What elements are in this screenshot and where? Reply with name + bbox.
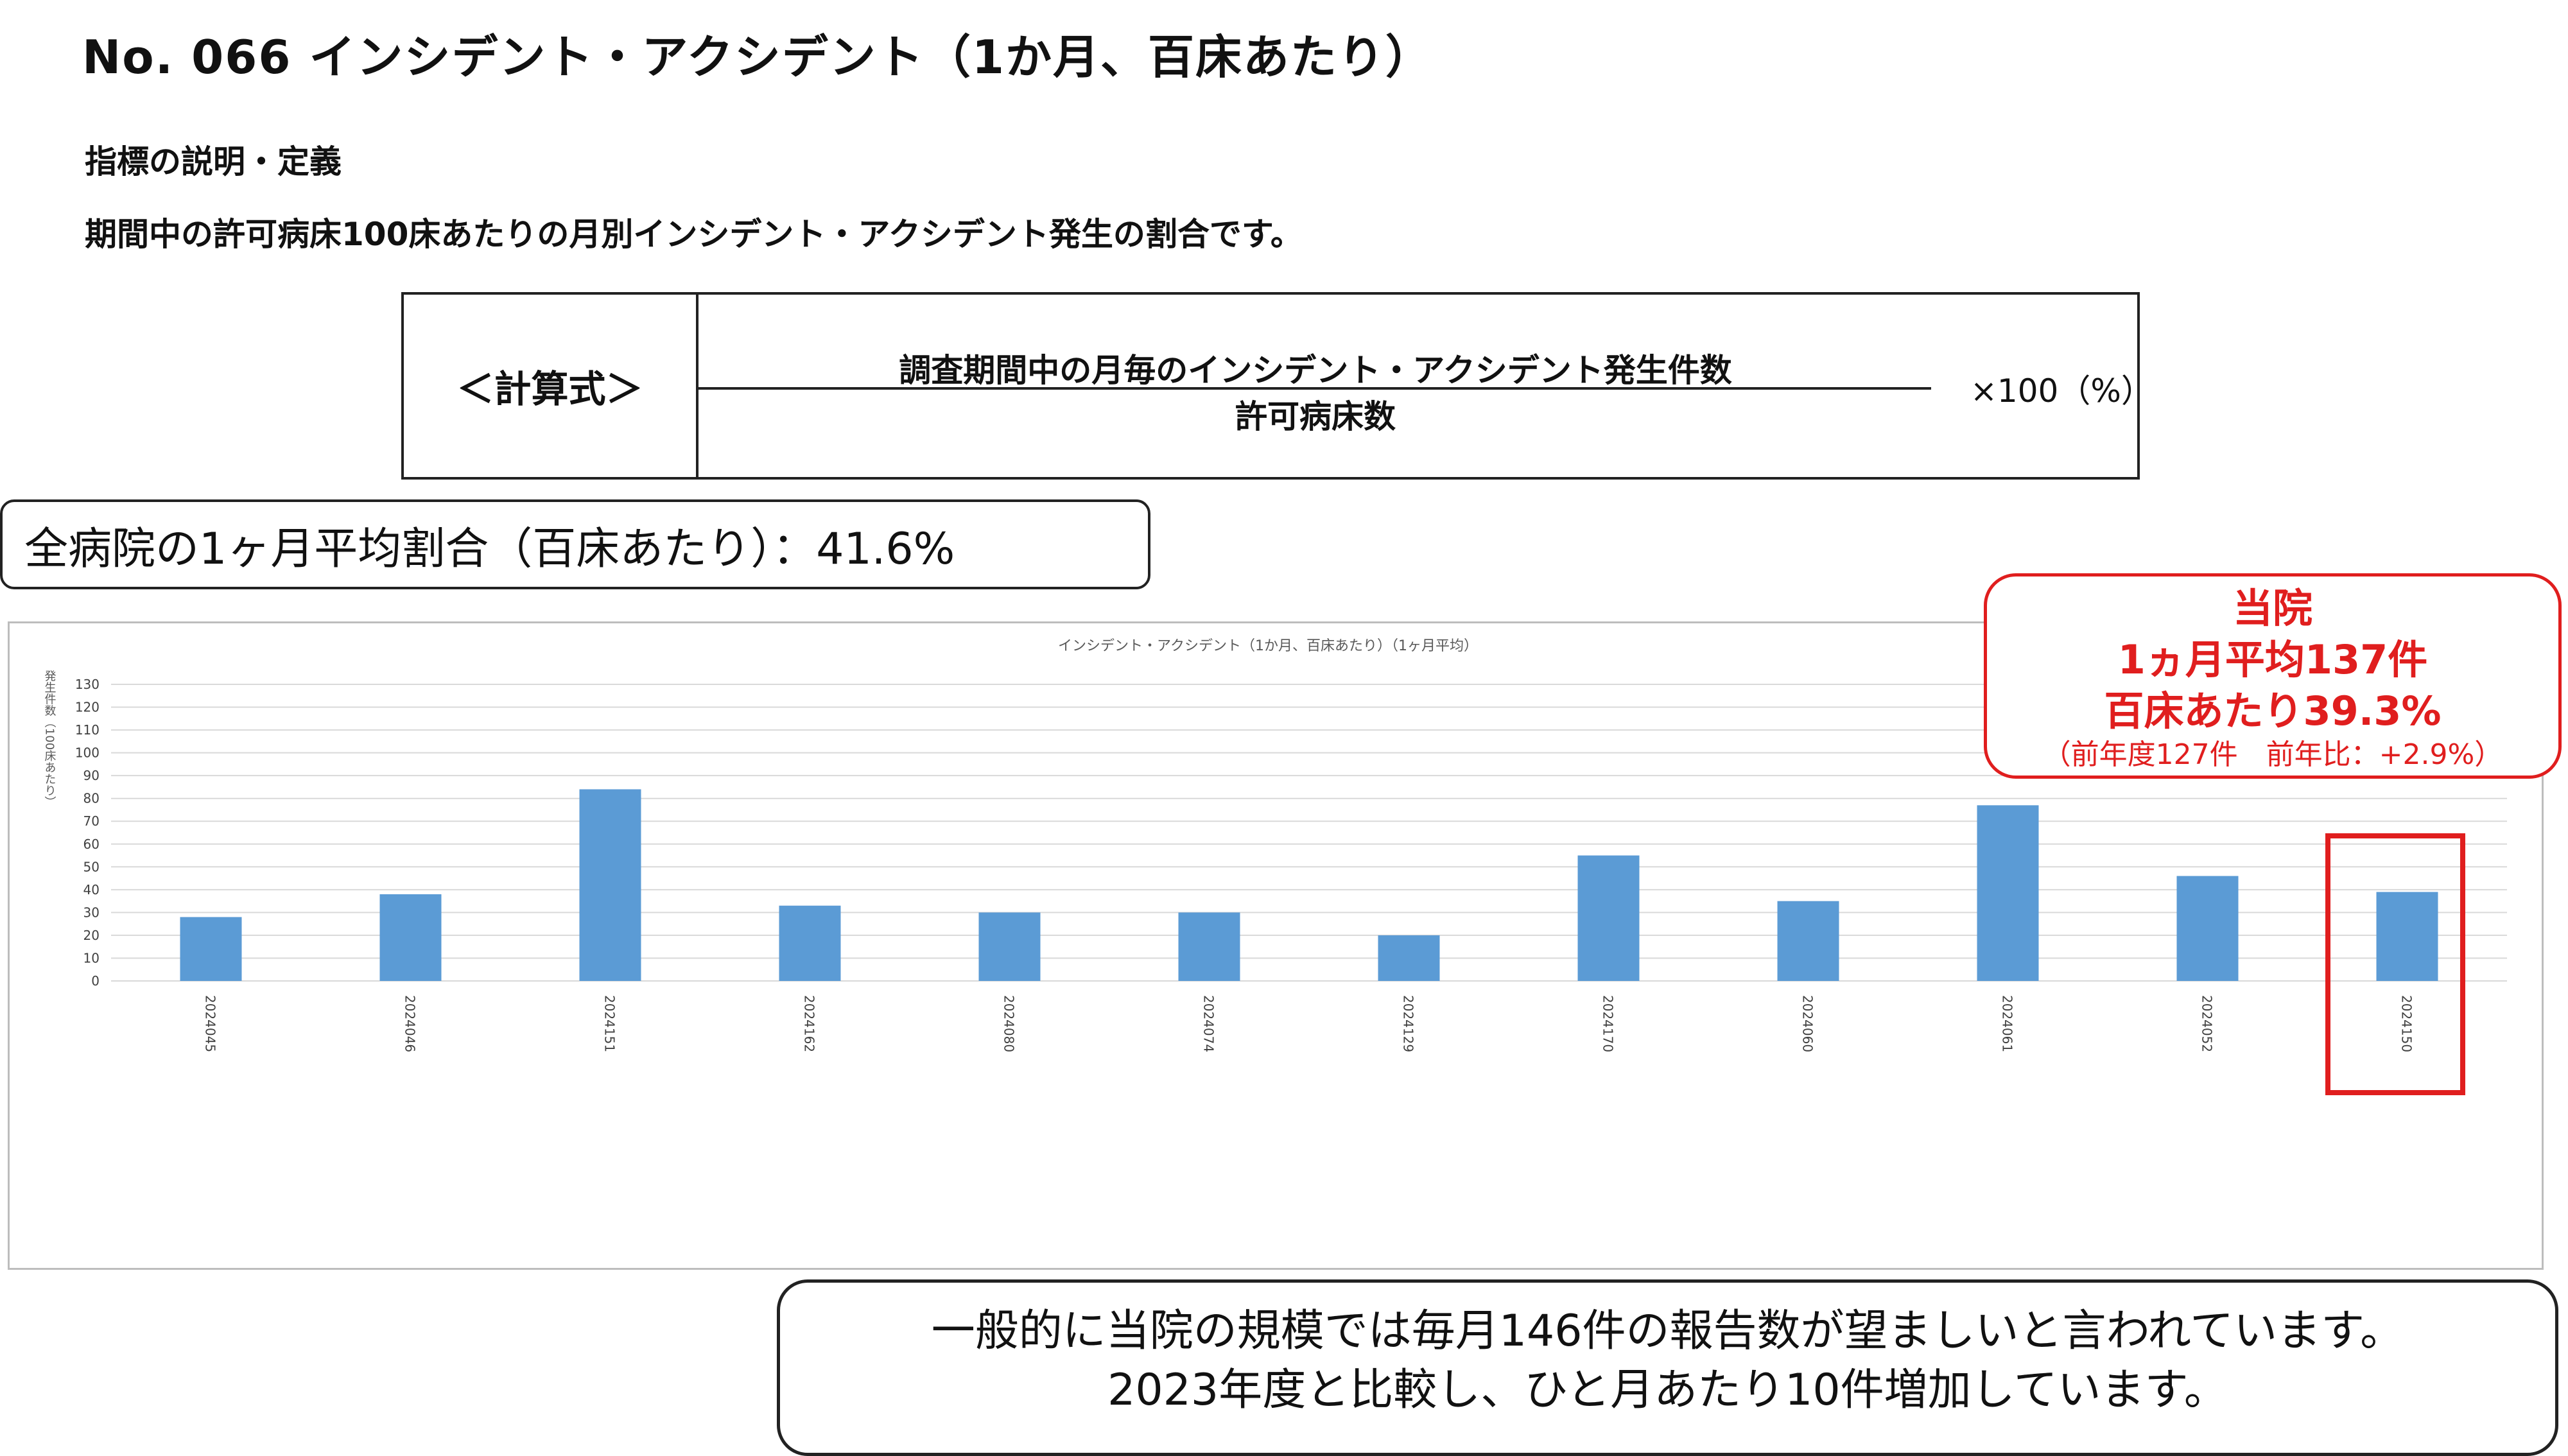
x-tick-label: 2024052	[2199, 995, 2215, 1052]
x-tick-label: 2024150	[2399, 995, 2415, 1052]
y-tick-label: 80	[83, 791, 100, 806]
definition-text: 期間中の許可病床100床あたりの月別インシデント・アクシデント発生の割合です。	[85, 216, 1303, 253]
callout-previous-year: （前年度127件 前年比：+2.9%）	[2042, 738, 2503, 771]
x-tick-label: 2024129	[1401, 995, 1416, 1052]
chart-frame: インシデント・アクシデント（1か月、百床あたり）（1ヶ月平均） 発生件数（100…	[8, 621, 2544, 1270]
bar-2024150	[2376, 892, 2438, 981]
callout-per-100-beds: 百床あたり39.3%	[2104, 688, 2442, 734]
bar-2024080	[978, 912, 1041, 981]
y-tick-label: 120	[75, 700, 100, 715]
bar-2024162	[779, 905, 841, 981]
bar-2024046	[379, 894, 442, 981]
x-tick-label: 2024061	[2000, 995, 2015, 1052]
x-tick-label: 2024162	[802, 995, 817, 1052]
note-line-2: 2023年度と比較し、ひと月あたり10件増加しています。	[1107, 1365, 2228, 1416]
y-tick-label: 10	[83, 950, 100, 966]
bar-2024129	[1378, 935, 1440, 981]
x-tick-label: 2024170	[1601, 995, 1616, 1052]
formula-multiplier: ×100（%）	[1970, 372, 2153, 410]
definition-heading: 指標の説明・定義	[85, 143, 342, 180]
bar-2024045	[180, 917, 242, 981]
y-tick-label: 0	[91, 973, 100, 989]
note-line-1: 一般的に当院の規模では毎月146件の報告数が望ましいと言われています。	[931, 1306, 2404, 1356]
bar-chart: インシデント・アクシデント（1か月、百床あたり）（1ヶ月平均） 発生件数（100…	[43, 638, 2507, 1052]
fraction-line	[698, 387, 1931, 390]
hospital-callout: 当院 1ヵ月平均137件 百床あたり39.3% （前年度127件 前年比：+2.…	[1984, 573, 2562, 779]
chart-y-axis-label: 発生件数（100床あたり）	[43, 670, 56, 808]
bar-2024052	[2176, 876, 2239, 981]
chart-title: インシデント・アクシデント（1か月、百床あたり）（1ヶ月平均）	[1058, 638, 1478, 654]
formula-box: ＜計算式＞ 調査期間中の月毎のインシデント・アクシデント発生件数 許可病床数 ×…	[401, 292, 2153, 480]
bar-2024074	[1178, 912, 1240, 981]
callout-hospital-label: 当院	[2232, 585, 2312, 632]
formula-numerator: 調査期間中の月毎のインシデント・アクシデント発生件数	[899, 352, 1732, 389]
y-tick-label: 70	[83, 813, 100, 829]
all-hospitals-average-box: 全病院の1ヶ月平均割合（百床あたり）：41.6%	[0, 499, 1150, 589]
formula-label: ＜計算式＞	[456, 367, 643, 411]
all-hospitals-average-text: 全病院の1ヶ月平均割合（百床あたり）：41.6%	[24, 523, 955, 575]
y-tick-label: 50	[83, 859, 100, 874]
formula-denominator: 許可病床数	[1235, 398, 1396, 435]
bar-2024170	[1577, 855, 1640, 981]
bar-2024061	[1977, 805, 2039, 981]
x-tick-label: 2024045	[203, 995, 218, 1052]
y-tick-label: 130	[75, 677, 100, 692]
callout-monthly-average: 1ヵ月平均137件	[2117, 636, 2428, 683]
bar-2024060	[1777, 901, 1839, 981]
y-tick-label: 40	[83, 882, 100, 897]
y-tick-label: 60	[83, 836, 100, 852]
x-tick-label: 2024074	[1201, 995, 1217, 1052]
y-tick-label: 100	[75, 745, 100, 761]
x-tick-label: 2024046	[403, 995, 418, 1052]
y-tick-label: 110	[75, 722, 100, 738]
x-tick-label: 2024080	[1002, 995, 1017, 1052]
y-tick-label: 20	[83, 928, 100, 943]
y-tick-label: 30	[83, 905, 100, 920]
note-box: 一般的に当院の規模では毎月146件の報告数が望ましいと言われています。 2023…	[777, 1279, 2558, 1456]
bar-2024151	[579, 789, 641, 981]
x-tick-label: 2024151	[602, 995, 618, 1052]
formula-divider	[696, 295, 698, 477]
page-title: No. 066 インシデント・アクシデント（1か月、百床あたり）	[82, 30, 1433, 84]
highlight-box	[2325, 833, 2465, 1095]
x-tick-label: 2024060	[1800, 995, 1816, 1052]
y-tick-label: 90	[83, 768, 100, 783]
